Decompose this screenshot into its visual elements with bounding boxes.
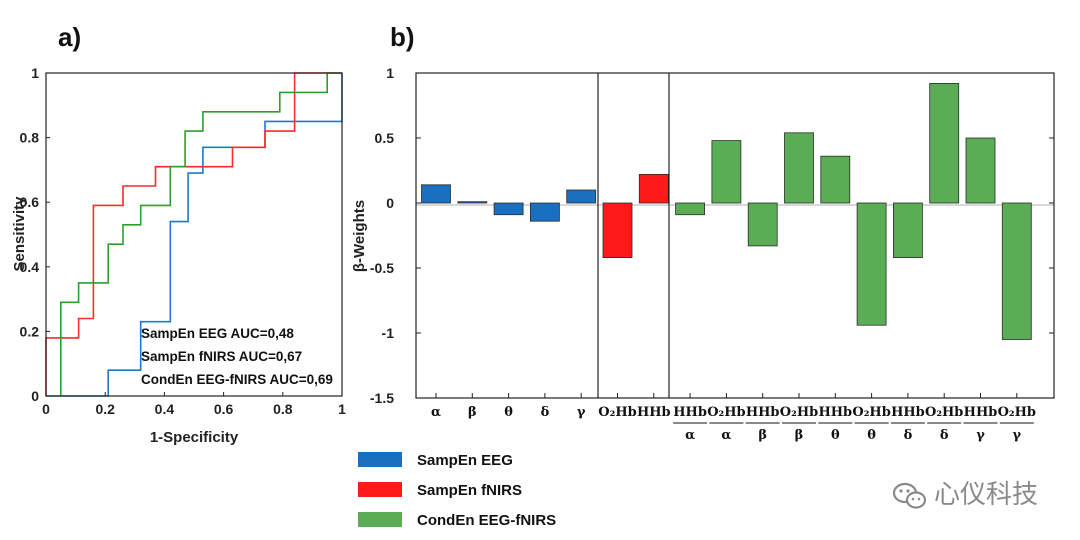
bar-plot-frame bbox=[415, 72, 1055, 399]
bar-y-axis-label: β-Weights bbox=[351, 200, 368, 272]
legend: SampEn EEG SampEn fNIRS CondEn EEG-fNIRS bbox=[358, 452, 556, 529]
panel-a-label: a) bbox=[58, 22, 81, 52]
roc-y-tick-label: 0.8 bbox=[20, 130, 40, 146]
bar-x-tick-label: O₂Hb bbox=[780, 405, 818, 420]
bar-y-tick-label: -1.5 bbox=[370, 390, 394, 406]
roc-x-axis-label: 1-Specificity bbox=[150, 429, 239, 446]
bar-y-tick-label: 0.5 bbox=[375, 130, 395, 146]
wechat-icon bbox=[892, 482, 927, 509]
annotation-sampen-eeg-auc: SampEn EEG AUC=0,48 bbox=[141, 326, 294, 341]
roc-chart: 0 0.2 0.4 0.6 0.8 1 0 0.2 0.4 0.6 0.8 1 1-Specific… bbox=[11, 65, 346, 446]
bar-x-tick-label: γ bbox=[577, 405, 586, 420]
bar-y-ticks: 1 0.5 0 -0.5 -1 -1.5 bbox=[370, 65, 1054, 406]
bar-- bbox=[530, 202, 560, 222]
bar-x-tick-label: HHb bbox=[964, 405, 998, 420]
panel-b-label: b) bbox=[390, 22, 415, 52]
watermark: 心仪科技 bbox=[892, 480, 1038, 510]
bar-x-tick-label-denominator: α bbox=[721, 428, 731, 443]
bar-x-tick-label: O₂Hb bbox=[998, 405, 1036, 420]
legend-swatch-sampen-fnirs bbox=[358, 482, 402, 497]
bar-x-tick-label: O₂Hb bbox=[707, 405, 745, 420]
bar-y-tick-label: 1 bbox=[386, 65, 394, 81]
bar-hhb bbox=[638, 173, 669, 204]
roc-x-tick-label: 0.2 bbox=[95, 401, 115, 417]
legend-label: SampEn fNIRS bbox=[417, 482, 522, 499]
bar-o2hb- bbox=[784, 132, 814, 204]
bar-x-tick-label-denominator: δ bbox=[940, 428, 949, 443]
bar-x-tick-label: HHb bbox=[891, 405, 925, 420]
bar-hhb- bbox=[820, 155, 851, 204]
roc-y-axis-label: Sensitivity bbox=[11, 196, 28, 272]
bar-x-tick-labels: α β θ δ γ O₂Hb HHb HHbαO₂HbαHHbβO₂HbβHHbθO₂HbθH… bbox=[431, 393, 1036, 443]
bar-x-tick-label: α bbox=[431, 405, 441, 420]
bar-y-tick-label: -1 bbox=[382, 325, 395, 341]
roc-x-tick-label: 0.4 bbox=[155, 401, 175, 417]
legend-swatch-conden-eeg-fnirs bbox=[358, 512, 402, 527]
bar-- bbox=[493, 202, 524, 216]
bar-x-tick-label-denominator: θ bbox=[867, 428, 876, 443]
roc-curve-sampen-fnirs bbox=[45, 72, 342, 396]
roc-y-tick-label: 0.4 bbox=[20, 259, 40, 275]
annotation-sampen-fnirs-auc: SampEn fNIRS AUC=0,67 bbox=[141, 349, 302, 364]
roc-x-tick-label: 0 bbox=[42, 401, 50, 417]
roc-x-tick-label: 0.8 bbox=[273, 401, 293, 417]
watermark-text: 心仪科技 bbox=[934, 480, 1038, 510]
bar-x-tick-label: O₂Hb bbox=[852, 405, 890, 420]
bar-x-tick-label: HHb bbox=[818, 405, 852, 420]
bar-x-tick-label-denominator: γ bbox=[976, 428, 985, 443]
beta-bars bbox=[421, 83, 1032, 340]
roc-y-tick-label: 0.6 bbox=[20, 194, 40, 210]
bar-x-tick-label: HHb bbox=[637, 405, 671, 420]
roc-x-tick-label: 1 bbox=[338, 401, 346, 417]
bar-hhb- bbox=[675, 202, 705, 216]
bar-- bbox=[566, 189, 597, 204]
roc-curves bbox=[45, 72, 343, 397]
legend-label: SampEn EEG bbox=[417, 452, 513, 469]
bar-x-tick-label: δ bbox=[541, 405, 550, 420]
roc-y-tick-label: 0 bbox=[31, 388, 39, 404]
bar-- bbox=[457, 201, 488, 204]
legend-label: CondEn EEG-fNIRS bbox=[417, 512, 556, 529]
roc-x-tick-label: 0.6 bbox=[214, 401, 234, 417]
roc-y-ticks: 0 0.2 0.4 0.6 0.8 1 bbox=[20, 65, 50, 404]
roc-plot-frame bbox=[45, 72, 343, 397]
bar-o2hb- bbox=[929, 83, 960, 204]
bar-hhb- bbox=[747, 202, 778, 247]
bar-x-tick-label-denominator: β bbox=[795, 428, 804, 443]
roc-y-tick-label: 1 bbox=[31, 65, 39, 81]
bar-x-tick-label: HHb bbox=[673, 405, 707, 420]
bar-o2hb- bbox=[711, 140, 742, 204]
bar-x-tick-label: O₂Hb bbox=[925, 405, 963, 420]
bar-o2hb- bbox=[856, 202, 887, 326]
bar-x-tick-label-denominator: θ bbox=[831, 428, 840, 443]
legend-swatch-sampen-eeg bbox=[358, 452, 402, 467]
bar-x-tick-label-denominator: γ bbox=[1013, 428, 1022, 443]
bar-x-tick-label-denominator: α bbox=[685, 428, 695, 443]
bar-x-tick-label: β bbox=[468, 405, 477, 420]
bar-y-tick-label: -0.5 bbox=[370, 260, 394, 276]
roc-y-tick-label: 0.2 bbox=[20, 323, 40, 339]
bar-hhb- bbox=[893, 202, 923, 258]
bar-x-tick-label: O₂Hb bbox=[598, 405, 636, 420]
beta-weights-chart: 10.50-0.5-1-1.5 α β θ δ γ O₂Hb HHb HHbαO₂HbαHHb… bbox=[351, 65, 1055, 443]
bar-hhb- bbox=[965, 137, 996, 204]
roc-x-ticks: 0 0.2 0.4 0.6 0.8 1 bbox=[42, 392, 346, 417]
bar-x-tick-label: HHb bbox=[746, 405, 780, 420]
bar-o2hb bbox=[602, 202, 633, 258]
bar-x-tick-label: θ bbox=[504, 405, 513, 420]
annotation-conden-auc: CondEn EEG-fNIRS AUC=0,69 bbox=[141, 372, 333, 387]
roc-curve-conden-eeg-fnirs bbox=[60, 72, 342, 396]
bar-y-tick-label: 0 bbox=[386, 195, 394, 211]
bar-x-tick-label-denominator: δ bbox=[904, 428, 913, 443]
bar-o2hb- bbox=[1001, 202, 1032, 340]
bar-- bbox=[421, 184, 451, 204]
bar-x-tick-label-denominator: β bbox=[758, 428, 767, 443]
roc-curve-sampen-eeg bbox=[46, 73, 343, 397]
